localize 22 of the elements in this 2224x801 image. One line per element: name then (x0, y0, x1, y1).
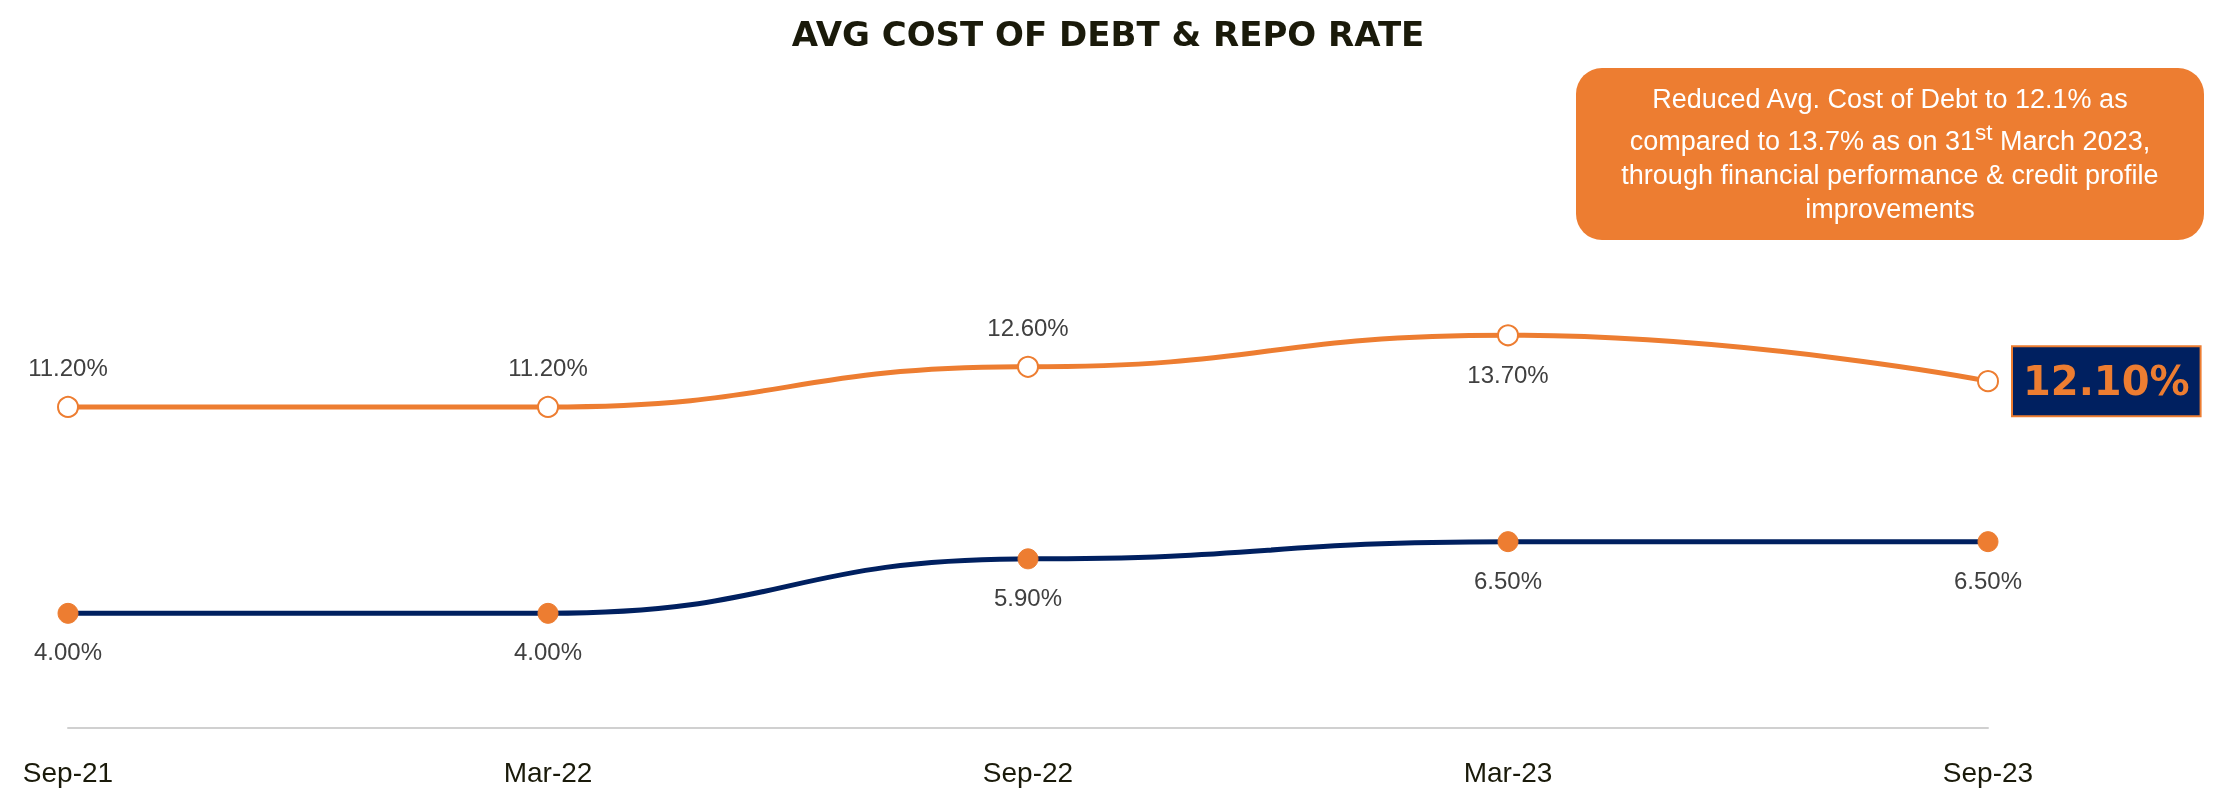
x-tick-label: Mar-23 (1463, 756, 1553, 788)
x-tick-label: Sep-23 (1942, 756, 2034, 788)
data-label: 11.20% (28, 354, 108, 382)
data-label: 11.20% (508, 354, 588, 382)
chart-title: AVG COST OF DEBT & REPO RATE (791, 14, 1425, 54)
x-tick-label: Sep-21 (22, 756, 114, 788)
data-label: 4.00% (33, 638, 103, 666)
data-label: 4.00% (513, 638, 583, 666)
x-tick-label: Mar-22 (503, 756, 593, 788)
data-label: 6.50% (1953, 566, 2023, 594)
point (537, 395, 559, 418)
point (1017, 355, 1039, 378)
data-label: 5.90% (993, 583, 1063, 611)
data-label: 12.60% (987, 314, 1069, 342)
data-label: 13.70% (1467, 360, 1549, 388)
text: Reduced Avg. Cost of Debt to 12.1% as compared to 13.7% as on 31$^{st}$ March 2023, through financial performance & credit profile improvements (1576, 68, 2204, 240)
point (1977, 370, 1999, 393)
data-label: 6.50% (1473, 566, 1543, 594)
data-label: 12.10% (2023, 358, 2190, 405)
point (57, 395, 79, 418)
point (1497, 324, 1519, 347)
x-tick-label: Sep-22 (982, 756, 1074, 788)
